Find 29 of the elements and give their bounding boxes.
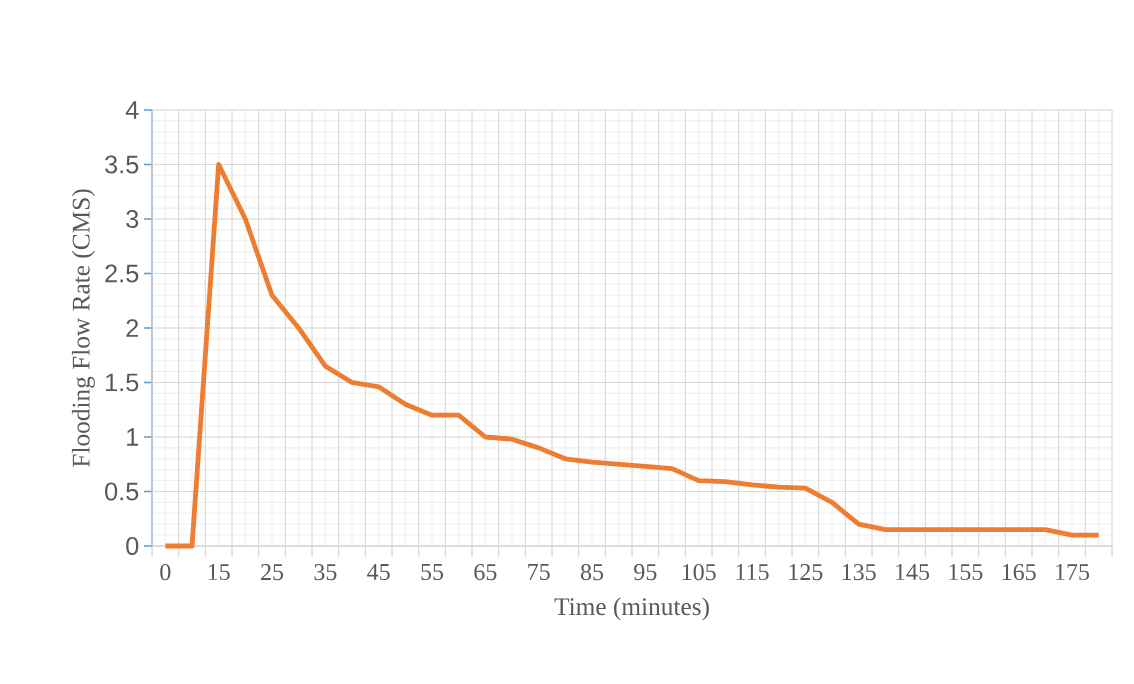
x-tick-label: 0: [160, 564, 171, 581]
x-tick-label: 155: [949, 564, 983, 581]
y-tick-label: 3.5: [105, 155, 139, 174]
y-tick-label: 2.5: [105, 264, 139, 283]
x-tick-label: 125: [789, 564, 823, 581]
x-axis-title: Time (minutes): [554, 597, 709, 621]
y-tick-label: 4: [125, 101, 139, 119]
y-tick-label: 0: [126, 537, 139, 555]
x-tick-label: 55: [421, 564, 444, 580]
y-tick-label: 1.5: [106, 373, 139, 392]
y-axis-title: Flooding Flow Rate (CMS): [71, 189, 95, 467]
x-tick-label: 75: [528, 564, 550, 580]
x-tick-label: 145: [896, 564, 930, 581]
x-tick-label: 15: [208, 564, 230, 581]
x-tick-label: 175: [1056, 564, 1090, 581]
x-tick-label: 135: [842, 564, 876, 581]
y-tick-label: 2: [126, 319, 139, 337]
y-tick-label: 0.5: [105, 482, 139, 501]
x-tick-label: 25: [261, 564, 284, 581]
y-tick-label: 1: [127, 428, 139, 446]
x-tick-label: 105: [682, 564, 716, 581]
y-tick-label: 3: [126, 210, 139, 228]
x-tick-label: 65: [474, 564, 497, 581]
x-tick-label: 45: [367, 564, 390, 581]
x-tick-label: 95: [634, 564, 657, 581]
x-tick-label: 85: [580, 564, 604, 581]
x-tick-label: 165: [1002, 564, 1036, 581]
x-tick-label: 35: [314, 564, 337, 581]
x-tick-label: 115: [736, 564, 769, 581]
